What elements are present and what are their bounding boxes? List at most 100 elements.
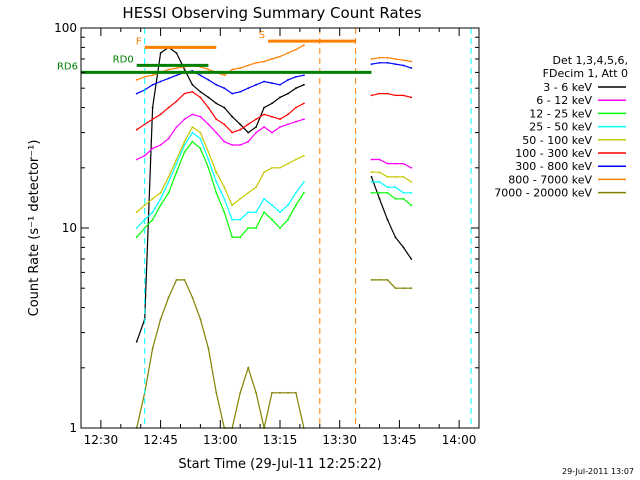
legend-label-3: 25 - 50 keV <box>529 121 592 134</box>
series-line-6-0 <box>136 70 305 95</box>
data-point <box>239 391 242 394</box>
data-point <box>402 176 405 178</box>
data-point <box>394 197 397 200</box>
data-point <box>279 211 281 214</box>
legend-label-1: 6 - 12 keV <box>536 94 592 107</box>
data-point <box>263 106 265 109</box>
data-point <box>295 48 297 51</box>
state-bar-label-3: S <box>259 30 265 41</box>
data-point <box>199 74 202 77</box>
data-point <box>223 87 226 90</box>
data-point <box>159 113 162 116</box>
data-point <box>295 106 297 109</box>
data-point <box>183 151 186 153</box>
data-point <box>247 366 250 369</box>
data-point <box>287 162 289 165</box>
data-point <box>386 61 389 64</box>
data-point <box>199 90 202 93</box>
data-point <box>175 74 178 77</box>
data-point <box>255 211 257 214</box>
data-point <box>247 191 250 194</box>
x-tick-label-5: 13:45 <box>382 433 417 447</box>
data-point <box>191 140 194 143</box>
data-point <box>223 123 226 126</box>
data-point <box>402 64 405 67</box>
series-line-7-1 <box>371 57 412 63</box>
data-point <box>191 131 194 134</box>
data-point <box>191 296 194 299</box>
data-point <box>410 258 413 260</box>
data-point <box>386 162 389 165</box>
data-point <box>279 227 281 229</box>
data-point <box>370 58 373 60</box>
data-point <box>231 204 234 207</box>
data-point <box>207 151 210 153</box>
x-axis-label: Start Time (29-Jul-11 12:25:22) <box>178 457 381 472</box>
data-point <box>378 171 381 174</box>
data-point <box>287 79 289 81</box>
data-point <box>199 318 202 321</box>
data-point <box>247 227 250 229</box>
data-point <box>386 186 389 189</box>
data-point <box>303 154 305 157</box>
data-point <box>151 147 154 150</box>
data-point <box>370 158 373 161</box>
data-point <box>370 63 373 65</box>
axes-layer: 12:30 12:45 13:00 13:15 13:30 13:45 14:00 1 10 10… <box>54 21 480 447</box>
data-point <box>231 115 234 118</box>
data-point <box>135 340 138 343</box>
data-point <box>394 236 397 239</box>
data-point <box>271 166 273 169</box>
data-point <box>386 176 389 178</box>
data-point <box>394 287 397 290</box>
data-point <box>370 279 373 281</box>
data-point <box>295 87 297 90</box>
data-point <box>135 79 138 81</box>
data-point <box>167 137 170 140</box>
data-point <box>207 68 210 71</box>
data-point <box>263 60 265 63</box>
data-point <box>279 96 281 99</box>
data-point <box>167 296 170 299</box>
series-line-0-0 <box>136 46 305 342</box>
data-point <box>167 181 170 183</box>
y-axis-label: Count Rate (s⁻¹ detector⁻¹) <box>27 140 42 317</box>
legend-label-8: 7000 - 20000 keV <box>494 187 592 200</box>
data-point <box>207 166 210 169</box>
data-point <box>386 56 389 59</box>
data-point <box>263 126 265 128</box>
data-point <box>410 191 413 194</box>
series-line-8-1 <box>371 279 412 289</box>
data-point <box>394 162 397 165</box>
data-point <box>255 83 257 86</box>
data-point <box>151 347 154 350</box>
data-point <box>263 80 265 83</box>
data-point <box>167 176 170 178</box>
x-tick-label-0: 12:30 <box>84 433 119 447</box>
data-point <box>175 279 178 281</box>
data-point <box>159 191 162 194</box>
series-line-8-0 <box>136 279 305 429</box>
data-point <box>183 118 186 121</box>
data-point <box>151 106 154 109</box>
data-point <box>223 197 226 200</box>
data-point <box>287 92 289 95</box>
data-point <box>370 94 373 97</box>
legend-label-4: 50 - 100 keV <box>522 134 592 147</box>
data-point <box>303 181 305 183</box>
data-point <box>231 236 234 239</box>
data-point <box>410 166 413 169</box>
data-point <box>239 123 242 126</box>
data-point <box>183 279 186 281</box>
data-point <box>175 171 178 174</box>
data-point <box>191 83 194 86</box>
data-point <box>135 227 138 229</box>
data-point <box>263 113 265 116</box>
data-point <box>295 120 297 123</box>
data-point <box>159 204 162 207</box>
legend-label-6: 300 - 800 keV <box>515 160 592 173</box>
data-point <box>199 96 202 99</box>
data-point <box>271 115 273 118</box>
data-point <box>223 186 226 189</box>
data-point <box>303 118 305 121</box>
